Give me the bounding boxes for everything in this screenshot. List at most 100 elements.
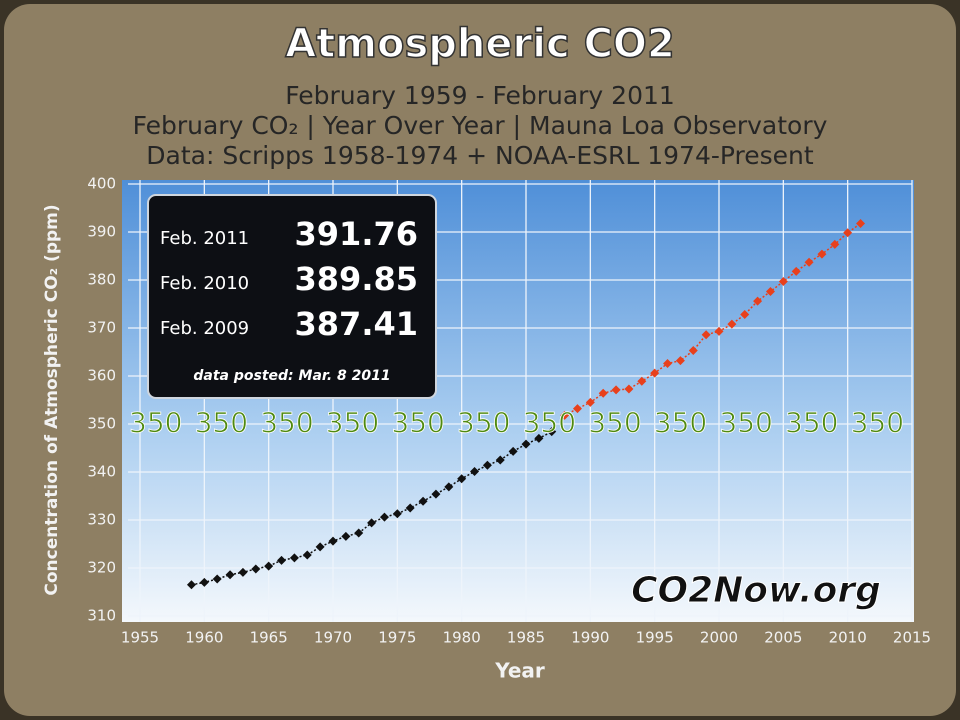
y-tick-label: 310 — [87, 607, 116, 625]
target-label: 350 — [457, 406, 510, 439]
data-point — [354, 528, 364, 538]
y-tick-label: 320 — [87, 559, 116, 577]
data-point — [663, 359, 673, 369]
subtitle: February CO₂ | Year Over Year | Mauna Lo… — [133, 111, 828, 140]
data-point — [804, 257, 814, 267]
data-point — [791, 266, 801, 276]
data-point — [289, 553, 299, 563]
data-point — [701, 330, 711, 340]
marks — [186, 219, 866, 590]
data-point — [778, 276, 788, 286]
data-point — [470, 467, 480, 477]
y-tick-label: 350 — [87, 415, 116, 433]
inset-note: data posted: Mar. 8 2011 — [193, 368, 390, 384]
data-point — [650, 368, 660, 378]
target-label: 350 — [654, 406, 707, 439]
subtitle: Data: Scripps 1958-1974 + NOAA-ESRL 1974… — [146, 141, 814, 170]
watermark: CO2Now.org — [631, 570, 881, 611]
y-tick-label: 370 — [87, 319, 116, 337]
data-point — [418, 496, 428, 506]
data-point — [585, 397, 595, 407]
y-axis-label: Concentration of Atmospheric CO₂ (ppm) — [42, 204, 62, 595]
inset-value: 389.85 — [295, 260, 418, 298]
target-label: 350 — [129, 406, 182, 439]
data-point — [392, 509, 402, 519]
y-tick-label: 380 — [87, 271, 116, 289]
inset-label: Feb. 2010 — [160, 273, 249, 294]
target-label: 350 — [785, 406, 838, 439]
y-tick-label: 390 — [87, 223, 116, 241]
data-point — [508, 446, 518, 456]
data-point — [444, 482, 454, 492]
subtitle: February 1959 - February 2011 — [285, 81, 675, 110]
data-point — [843, 228, 853, 238]
chart-title: Atmospheric CO2 — [285, 21, 675, 67]
x-tick-label: 1995 — [636, 629, 674, 647]
data-point — [727, 319, 737, 329]
data-point — [688, 346, 698, 356]
data-point — [675, 356, 685, 366]
target-label: 350 — [391, 406, 444, 439]
data-point — [379, 512, 389, 522]
x-tick-label: 1975 — [378, 629, 416, 647]
target-label: 350 — [326, 406, 379, 439]
x-tick-label: 1970 — [314, 629, 352, 647]
x-tick-label: 1990 — [571, 629, 609, 647]
data-point — [740, 310, 750, 320]
data-point — [315, 542, 325, 552]
x-tick-label: 1985 — [507, 629, 545, 647]
x-tick-label: 1965 — [250, 629, 288, 647]
data-point — [225, 570, 235, 580]
data-point — [856, 219, 866, 229]
x-tick-label: 1960 — [185, 629, 223, 647]
inset-label: Feb. 2009 — [160, 318, 249, 339]
target-label: 350 — [719, 406, 772, 439]
y-tick-label: 400 — [87, 175, 116, 193]
data-point — [598, 388, 608, 398]
inset-value: 391.76 — [295, 215, 418, 253]
data-point — [277, 555, 287, 565]
data-point — [238, 567, 248, 577]
target-label: 350 — [195, 406, 248, 439]
data-point — [765, 287, 775, 297]
data-point — [405, 503, 415, 513]
data-point — [547, 427, 557, 437]
data-point — [637, 376, 647, 386]
target-label: 350 — [851, 406, 904, 439]
data-point — [624, 384, 634, 394]
x-tick-label: 2015 — [893, 629, 931, 647]
data-point — [482, 460, 492, 470]
inset-label: Feb. 2011 — [160, 228, 249, 249]
data-point — [328, 536, 338, 546]
data-point — [572, 404, 582, 414]
x-tick-label: 2005 — [764, 629, 802, 647]
data-point — [753, 296, 763, 306]
data-point — [367, 518, 377, 528]
x-tick-label: 1980 — [443, 629, 481, 647]
data-point — [560, 410, 570, 420]
data-point — [199, 577, 209, 587]
data-point — [611, 385, 621, 395]
data-point — [521, 439, 531, 449]
inset-box — [147, 194, 437, 399]
data-point — [457, 474, 467, 484]
y-tick-label: 340 — [87, 463, 116, 481]
target-label: 350 — [260, 406, 313, 439]
x-tick-label: 1955 — [121, 629, 159, 647]
data-point — [186, 580, 196, 590]
data-point — [341, 531, 351, 541]
y-tick-label: 330 — [87, 511, 116, 529]
x-tick-label: 2000 — [700, 629, 738, 647]
x-tick-label: 2010 — [829, 629, 867, 647]
data-point — [251, 564, 261, 574]
data-point — [212, 574, 222, 584]
data-point — [830, 239, 840, 249]
x-axis-label: Year — [494, 659, 545, 683]
inset-value: 387.41 — [295, 305, 418, 343]
y-tick-label: 360 — [87, 367, 116, 385]
data-point — [714, 326, 724, 336]
data-point — [431, 489, 441, 499]
data-point — [534, 433, 544, 443]
data-point — [495, 455, 505, 465]
